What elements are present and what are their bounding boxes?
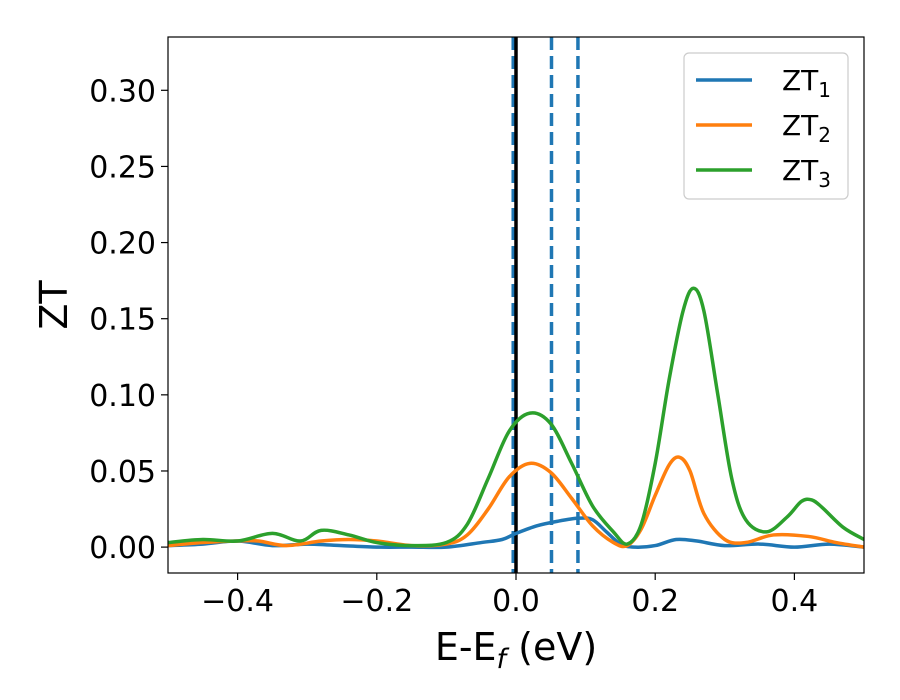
y-axis: 0.00 0.05 0.10 0.15 0.20 0.25 0.30 <box>89 74 168 566</box>
y-tick-label: 0.20 <box>89 227 156 262</box>
x-tick-label: −0.2 <box>340 584 413 619</box>
legend: ZT1 ZT2 ZT3 <box>683 52 849 200</box>
legend-label-zt2: ZT2 <box>782 109 831 147</box>
y-tick-label: 0.00 <box>89 531 156 566</box>
series-line-zt3 <box>168 286 864 548</box>
x-axis-title-unit: (eV) <box>506 625 597 669</box>
x-tick-label: −0.4 <box>201 584 274 619</box>
x-axis-title: E-Ef (eV) <box>435 625 597 675</box>
legend-box <box>683 52 849 200</box>
y-tick-label: 0.15 <box>89 303 156 338</box>
reference-lines <box>511 37 580 573</box>
y-tick-label: 0.05 <box>89 455 156 490</box>
legend-label-zt1: ZT1 <box>782 64 831 102</box>
x-axis: −0.4 −0.2 0.0 0.2 0.4 <box>201 573 818 619</box>
y-tick-label: 0.10 <box>89 379 156 414</box>
x-tick-label: 0.0 <box>492 584 540 619</box>
series-line-zt2 <box>168 455 864 549</box>
legend-label-zt3: ZT3 <box>782 154 831 192</box>
series-line-zt1 <box>168 516 864 550</box>
x-tick-label: 0.4 <box>771 584 819 619</box>
series-layer <box>168 286 864 550</box>
y-tick-label: 0.25 <box>89 150 156 185</box>
y-tick-label: 0.30 <box>89 74 156 109</box>
x-tick-label: 0.2 <box>631 584 679 619</box>
y-axis-title: ZT <box>32 280 76 330</box>
